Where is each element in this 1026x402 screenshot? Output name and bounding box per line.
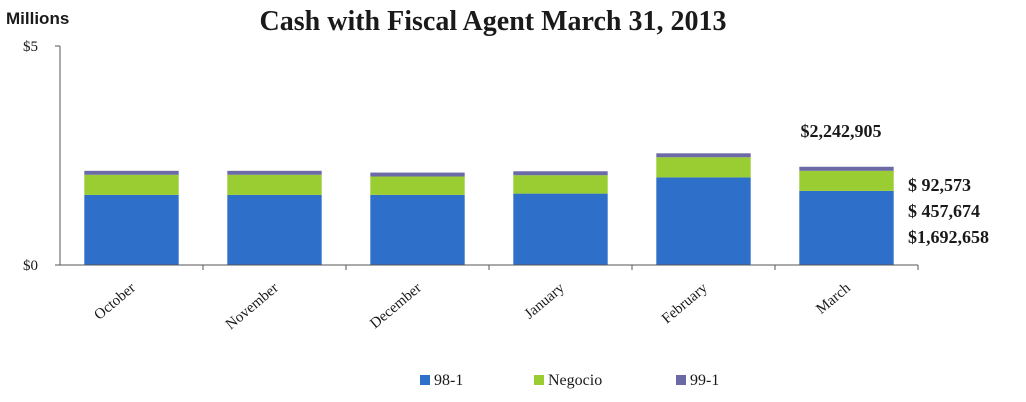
bar-segment-negocio-december <box>370 176 465 195</box>
bar-segment-99-1-december <box>370 172 465 177</box>
series-annotation-negocio: $ 457,674 <box>908 201 980 221</box>
y-axis: $0 $5 <box>23 39 61 274</box>
y-tick-label: $0 <box>23 258 38 274</box>
legend-label-99-1: 99-1 <box>690 372 719 389</box>
bar-segment-99-1-november <box>227 170 322 175</box>
bar-segment-negocio-november <box>227 174 322 195</box>
bar-segment-98-1-december <box>370 194 465 265</box>
bar-segment-negocio-october <box>84 174 179 195</box>
series-annotation-98-1: $1,692,658 <box>908 227 989 247</box>
bar-segment-99-1-october <box>84 170 179 175</box>
legend-label-negocio: Negocio <box>548 372 602 389</box>
bar-segment-99-1-february <box>656 153 751 158</box>
x-tick-label: February <box>659 280 711 327</box>
legend-label-98-1: 98-1 <box>434 372 463 389</box>
bar-segment-negocio-march <box>799 170 894 191</box>
legend-swatch-99-1 <box>676 375 686 385</box>
total-annotation: $2,242,905 <box>801 121 882 141</box>
bars <box>84 153 894 265</box>
y-tick-label: $5 <box>23 39 38 55</box>
x-tick-label: December <box>367 280 425 332</box>
chart-title: Cash with Fiscal Agent March 31, 2013 <box>260 6 727 37</box>
bar-segment-negocio-february <box>656 157 751 178</box>
x-tick-label: October <box>91 280 138 323</box>
legend: 98-1 Negocio 99-1 <box>420 372 719 389</box>
legend-swatch-98-1 <box>420 375 430 385</box>
x-tick-label: March <box>813 280 854 318</box>
bar-segment-98-1-october <box>84 194 179 265</box>
bar-segment-98-1-february <box>656 177 751 265</box>
bar-segment-98-1-march <box>799 190 894 265</box>
units-label: Millions <box>6 9 69 28</box>
bar-segment-99-1-march <box>799 166 894 171</box>
bar-segment-98-1-november <box>227 194 322 265</box>
series-annotation-99-1: $ 92,573 <box>908 175 971 195</box>
x-tick-label: January <box>522 280 568 323</box>
bar-segment-99-1-january <box>513 171 608 176</box>
bar-segment-negocio-january <box>513 175 608 194</box>
bar-segment-98-1-january <box>513 193 608 265</box>
x-tick-label: November <box>223 280 282 333</box>
x-axis: October November December January February Ma… <box>60 264 919 333</box>
annotations: $2,242,905 $ 92,573 $ 457,674 $1,692,658 <box>801 121 990 247</box>
legend-swatch-negocio <box>534 375 544 385</box>
